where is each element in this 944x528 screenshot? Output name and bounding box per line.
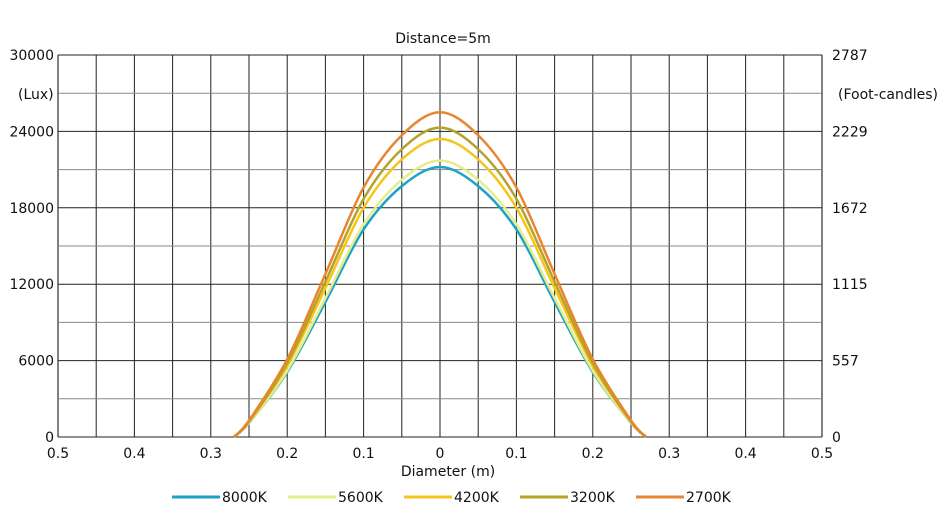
y-tick-label-left: 30000 [9, 48, 54, 64]
y-tick-label-left: 0 [45, 430, 54, 446]
y-tick-label-left: 6000 [18, 354, 54, 370]
legend-label: 4200K [454, 490, 500, 506]
x-tick-label: 0.4 [734, 446, 756, 462]
x-tick-label: 0.2 [582, 446, 604, 462]
y-tick-label-right: 557 [832, 354, 859, 370]
y-tick-label-right: 2787 [832, 48, 868, 64]
y-label-right: (Foot-candles) [838, 87, 938, 103]
legend-label: 8000K [222, 490, 268, 506]
legend-label: 3200K [570, 490, 616, 506]
x-tick-label: 0.3 [200, 446, 222, 462]
x-tick-label: 0.5 [47, 446, 69, 462]
y-tick-label-left: 24000 [9, 124, 54, 140]
y-label-left: (Lux) [18, 87, 54, 103]
series-line-5600K [232, 159, 648, 438]
x-axis-label: Diameter (m) [401, 464, 495, 480]
legend-label: 5600K [338, 490, 384, 506]
y-tick-label-right: 0 [832, 430, 841, 446]
y-tick-label-right: 1672 [832, 201, 868, 217]
series-line-2700K [232, 111, 648, 438]
x-tick-label: 0.1 [505, 446, 527, 462]
x-tick-label: 0.5 [811, 446, 833, 462]
legend-label: 2700K [686, 490, 732, 506]
chart-title: Distance=5m [395, 31, 491, 47]
y-tick-label-left: 18000 [9, 201, 54, 217]
y-tick-label-right: 2229 [832, 124, 868, 140]
x-tick-label: 0.3 [658, 446, 680, 462]
x-tick-label: 0.4 [123, 446, 145, 462]
x-tick-label: 0 [436, 446, 445, 462]
x-tick-label: 0.1 [352, 446, 374, 462]
y-tick-label-right: 1115 [832, 277, 868, 293]
y-tick-label-left: 12000 [9, 277, 54, 293]
x-tick-label: 0.2 [276, 446, 298, 462]
series-line-3200K [232, 126, 648, 438]
